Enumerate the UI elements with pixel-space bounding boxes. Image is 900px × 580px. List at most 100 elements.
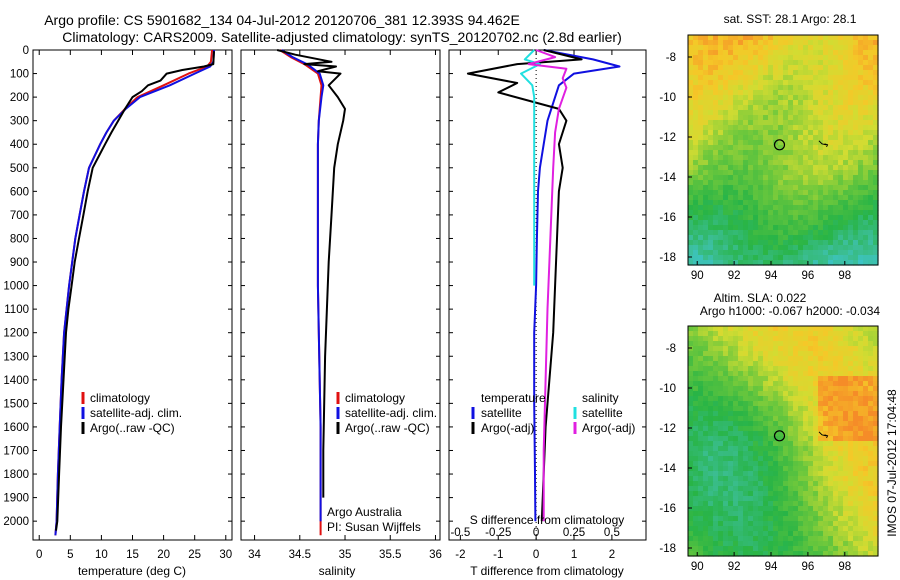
map-cell (738, 496, 744, 502)
map-cell (798, 130, 804, 136)
map-cell (698, 456, 704, 462)
map-cell (838, 250, 844, 256)
map-cell (783, 190, 789, 196)
map-cell (688, 80, 694, 86)
map-cell (768, 40, 774, 46)
map-cell (798, 135, 804, 141)
map-cell (823, 366, 829, 372)
map-cell (713, 245, 719, 251)
map-cell (778, 240, 784, 246)
map-cell (848, 466, 854, 472)
map-cell (773, 526, 779, 532)
map-cell (833, 461, 839, 467)
map-cell (788, 220, 794, 226)
map-cell (703, 441, 709, 447)
map-cell (873, 40, 879, 46)
map-cell (743, 536, 749, 542)
map-cell (868, 436, 874, 442)
map-cell (873, 436, 879, 442)
map-cell (743, 125, 749, 131)
map-cell (858, 426, 864, 432)
map-cell (798, 521, 804, 527)
y-tick-label: 400 (10, 139, 29, 151)
map-cell (758, 155, 764, 161)
map-cell (848, 491, 854, 497)
map-cell (798, 461, 804, 467)
map-cell (848, 356, 854, 362)
map-cell (723, 130, 729, 136)
map-cell (873, 105, 879, 111)
map-cell (783, 85, 789, 91)
map-cell (773, 426, 779, 432)
map-cell (813, 501, 819, 507)
map-cell (813, 225, 819, 231)
map-cell (823, 506, 829, 512)
map-cell (833, 185, 839, 191)
map-cell (748, 100, 754, 106)
map-cell (733, 441, 739, 447)
map-cell (848, 406, 854, 412)
map-cell (733, 35, 739, 41)
map-cell (703, 401, 709, 407)
map-cell (798, 160, 804, 166)
map-cell (853, 245, 859, 251)
sal-legend-satellite-label: satellite-adj. clim. (345, 406, 437, 420)
map-cell (858, 501, 864, 507)
map-cell (718, 170, 724, 176)
map-cell (748, 401, 754, 407)
map-cell (738, 526, 744, 532)
map-cell (703, 426, 709, 432)
header-line2: Climatology: CARS2009. Satellite-adjuste… (62, 29, 622, 45)
map-cell (848, 260, 854, 266)
map-cell (753, 451, 759, 457)
map-cell (688, 60, 694, 66)
map-cell (803, 451, 809, 457)
map-cell (833, 180, 839, 186)
map-cell (783, 436, 789, 442)
y-tick-label: 1700 (3, 445, 29, 457)
map-cell (748, 411, 754, 417)
map-cell (773, 456, 779, 462)
map-cell (748, 376, 754, 382)
map-cell (768, 180, 774, 186)
map-cell (703, 190, 709, 196)
x-tick-label: 20 (157, 549, 170, 561)
map-cell (838, 210, 844, 216)
map-cell (823, 165, 829, 171)
map-cell (868, 60, 874, 66)
map-cell (688, 75, 694, 81)
map-cell (693, 541, 699, 547)
map-cell (843, 341, 849, 347)
map-cell (693, 511, 699, 517)
map-cell (838, 65, 844, 71)
map-cell (698, 461, 704, 467)
map-cell (803, 471, 809, 477)
salinity-legend: climatology satellite-adj. clim. Argo(..… (336, 391, 437, 435)
map-cell (843, 95, 849, 101)
map-cell (848, 506, 854, 512)
map-cell (833, 421, 839, 427)
map-cell (708, 386, 714, 392)
map-cell (708, 40, 714, 46)
map-cell (783, 351, 789, 357)
map-cell (743, 466, 749, 472)
map-cell (808, 235, 814, 241)
map-cell (873, 481, 879, 487)
map-cell (773, 331, 779, 337)
map-cell (718, 381, 724, 387)
map-cell (718, 496, 724, 502)
map-cell (863, 115, 869, 121)
map-cell (753, 140, 759, 146)
map-cell (873, 456, 879, 462)
map-cell (813, 361, 819, 367)
map-cell (823, 546, 829, 552)
map-cell (813, 170, 819, 176)
map-cell (848, 461, 854, 467)
map-cell (693, 65, 699, 71)
map-cell (808, 250, 814, 256)
map-cell (803, 336, 809, 342)
map-cell (718, 50, 724, 56)
map-cell (753, 105, 759, 111)
map-cell (758, 170, 764, 176)
map-cell (763, 140, 769, 146)
